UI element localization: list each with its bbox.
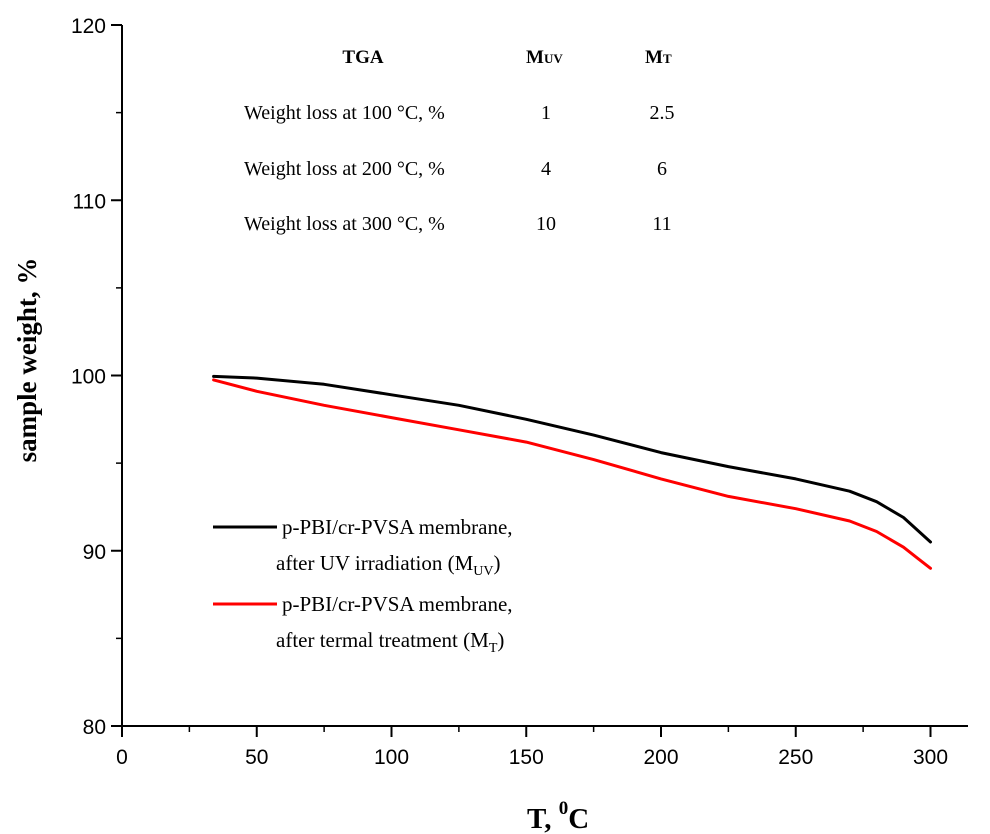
legend-label-muv-line2: after UV irradiation (MUV)	[276, 551, 501, 579]
y-axis-title: sample weight, %	[12, 258, 42, 463]
x-axis-title-sup: 0	[559, 798, 569, 819]
table-cell-mt: 11	[652, 213, 671, 235]
x-tick-label: 100	[374, 746, 409, 769]
x-tick-label: 150	[509, 746, 544, 769]
x-axis-title-tail: C	[568, 803, 589, 834]
legend-label-mt-sub: T	[489, 641, 498, 656]
legend-label-muv-sub: UV	[473, 564, 493, 579]
legend-label-muv-line1: p-PBI/cr-PVSA membrane,	[282, 515, 513, 539]
legend-label-mt-line2: after termal treatment (MT)	[276, 628, 504, 656]
series-layer	[212, 374, 932, 570]
plot-area	[121, 25, 968, 727]
x-tick-label: 250	[778, 746, 813, 769]
table-cell-mt: 2.5	[650, 102, 675, 124]
series-line-mt	[212, 378, 932, 570]
legend-label-mt-close: )	[497, 628, 504, 652]
series-line-muv	[212, 374, 932, 544]
x-tick-label: 50	[245, 746, 268, 769]
table-header-mt-sub: T	[663, 51, 672, 66]
legend-label-mt-line1: p-PBI/cr-PVSA membrane,	[282, 592, 513, 616]
y-tick-label: 110	[73, 190, 106, 213]
table-row-label: Weight loss at 300 °C, %	[244, 213, 445, 235]
legend: p-PBI/cr-PVSA membrane, after UV irradia…	[213, 515, 513, 656]
table-header-tga: TGA	[342, 47, 383, 68]
table-cell-muv: 4	[541, 158, 551, 180]
y-tick-label: 100	[71, 366, 106, 389]
x-ticks: 0 50 100 150 200 250 300	[116, 726, 948, 769]
x-tick-label: 300	[913, 746, 948, 769]
y-tick-label: 80	[83, 716, 106, 739]
legend-label-muv-close: )	[494, 551, 501, 575]
table-row-label: Weight loss at 200 °C, %	[244, 158, 445, 180]
table-row-label: Weight loss at 100 °C, %	[244, 102, 445, 124]
y-ticks: 80 90 100 110 120	[71, 15, 122, 739]
table-cell-muv: 10	[536, 213, 556, 235]
table-header-muv-sub: UV	[544, 51, 563, 66]
table-cell-muv: 1	[541, 102, 551, 124]
x-axis-title: T, 0C	[527, 798, 589, 834]
table-header-mt: MT	[645, 47, 672, 68]
y-tick-label: 90	[83, 541, 106, 564]
tga-table: TGA MUV MT Weight loss at 100 °C, % 1 2.…	[244, 47, 675, 235]
y-tick-label: 120	[71, 15, 106, 38]
table-cell-mt: 6	[657, 158, 667, 180]
x-tick-label: 200	[643, 746, 678, 769]
x-tick-label: 0	[116, 746, 128, 769]
table-header-muv: MUV	[526, 47, 563, 68]
